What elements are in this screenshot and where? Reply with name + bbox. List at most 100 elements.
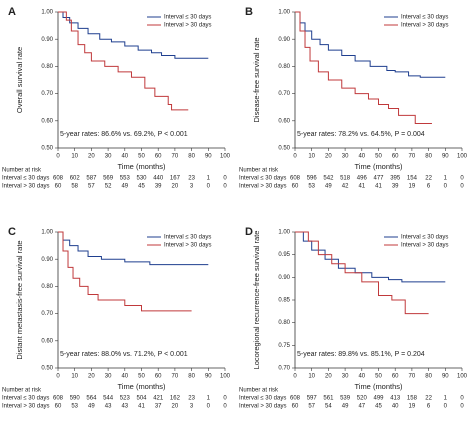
at-risk-count: 58 bbox=[71, 184, 78, 190]
at-risk-count: 520 bbox=[357, 396, 368, 402]
x-tick-label: 50 bbox=[375, 374, 382, 380]
x-tick-label: 70 bbox=[409, 374, 416, 380]
legend-label: Interval ≤ 30 days bbox=[401, 15, 448, 21]
at-risk-count: 60 bbox=[55, 184, 62, 190]
y-tick-label: 0.90 bbox=[41, 37, 53, 43]
y-tick-label: 0.80 bbox=[278, 64, 290, 70]
x-tick-label: 30 bbox=[342, 374, 349, 380]
x-tick-label: 60 bbox=[155, 154, 162, 160]
x-tick-label: 60 bbox=[155, 374, 162, 380]
x-tick-label: 10 bbox=[308, 154, 315, 160]
at-risk-count: 41 bbox=[358, 184, 365, 190]
at-risk-count: 57 bbox=[308, 404, 315, 410]
survival-curve bbox=[295, 11, 446, 78]
x-tick-label: 50 bbox=[375, 154, 382, 160]
at-risk-count: 0 bbox=[460, 176, 464, 182]
x-tick-label: 20 bbox=[325, 374, 332, 380]
at-risk-count: 54 bbox=[325, 404, 332, 410]
y-tick-label: 0.70 bbox=[278, 91, 290, 97]
at-risk-count: 162 bbox=[170, 396, 181, 402]
y-tick-label: 1.00 bbox=[278, 230, 290, 236]
at-risk-count: 60 bbox=[292, 404, 299, 410]
x-tick-label: 50 bbox=[138, 154, 145, 160]
at-risk-count: 590 bbox=[70, 396, 81, 402]
at-risk-count: 504 bbox=[136, 396, 147, 402]
at-risk-count: 1 bbox=[207, 396, 211, 402]
y-axis-title: Distant metastasis-free survival rate bbox=[15, 240, 24, 359]
at-risk-count: 22 bbox=[425, 176, 432, 182]
panel-label: D bbox=[245, 226, 253, 238]
x-tick-label: 0 bbox=[56, 154, 60, 160]
x-tick-label: 30 bbox=[105, 374, 112, 380]
at-risk-count: 20 bbox=[172, 184, 179, 190]
at-risk-count: 40 bbox=[392, 404, 399, 410]
y-tick-label: 0.90 bbox=[278, 275, 290, 281]
y-tick-label: 0.70 bbox=[278, 366, 290, 372]
x-tick-label: 90 bbox=[205, 154, 212, 160]
y-tick-label: 0.60 bbox=[278, 118, 290, 124]
y-tick-label: 1.00 bbox=[41, 10, 53, 16]
at-risk-count: 41 bbox=[375, 184, 382, 190]
x-tick-label: 10 bbox=[71, 374, 78, 380]
at-risk-count: 57 bbox=[88, 184, 95, 190]
at-risk-label: Interval > 30 days bbox=[2, 404, 50, 410]
x-tick-label: 90 bbox=[442, 374, 449, 380]
at-risk-count: 53 bbox=[71, 404, 78, 410]
annotation: 5-year rates: 78.2% vs. 64.5%, P = 0.004 bbox=[297, 131, 425, 138]
x-axis-title: Time (months) bbox=[354, 382, 403, 391]
at-risk-count: 440 bbox=[153, 176, 164, 182]
at-risk-count: 596 bbox=[307, 176, 318, 182]
x-tick-label: 70 bbox=[172, 154, 179, 160]
x-tick-label: 20 bbox=[325, 154, 332, 160]
at-risk-count: 499 bbox=[373, 396, 384, 402]
legend-label: Interval > 30 days bbox=[164, 243, 212, 249]
x-tick-label: 20 bbox=[88, 154, 95, 160]
at-risk-title: Number at risk bbox=[239, 168, 279, 174]
at-risk-count: 597 bbox=[307, 396, 318, 402]
at-risk-count: 49 bbox=[88, 404, 95, 410]
x-tick-label: 40 bbox=[121, 154, 128, 160]
y-tick-label: 0.50 bbox=[41, 366, 53, 372]
at-risk-count: 561 bbox=[323, 396, 334, 402]
y-axis-title: Disease-free survival rate bbox=[252, 37, 261, 122]
x-axis-title: Time (months) bbox=[354, 162, 403, 171]
at-risk-count: 60 bbox=[292, 184, 299, 190]
at-risk-count: 37 bbox=[155, 404, 162, 410]
x-tick-label: 0 bbox=[56, 374, 60, 380]
at-risk-count: 395 bbox=[390, 176, 401, 182]
annotation: 5-year rates: 88.0% vs. 71.2%, P < 0.001 bbox=[60, 351, 188, 358]
at-risk-count: 413 bbox=[390, 396, 401, 402]
at-risk-count: 530 bbox=[136, 176, 147, 182]
legend-label: Interval ≤ 30 days bbox=[164, 15, 211, 21]
x-tick-label: 60 bbox=[392, 374, 399, 380]
at-risk-count: 39 bbox=[155, 184, 162, 190]
survival-curve bbox=[58, 231, 192, 312]
x-tick-label: 30 bbox=[105, 154, 112, 160]
at-risk-label: Interval ≤ 30 days bbox=[239, 396, 286, 402]
survival-curve bbox=[58, 11, 209, 59]
x-tick-label: 40 bbox=[358, 374, 365, 380]
at-risk-count: 421 bbox=[153, 396, 164, 402]
x-tick-label: 10 bbox=[71, 154, 78, 160]
at-risk-title: Number at risk bbox=[239, 388, 279, 394]
legend-label: Interval ≤ 30 days bbox=[164, 235, 211, 241]
at-risk-count: 0 bbox=[223, 396, 227, 402]
survival-curve bbox=[58, 11, 189, 111]
at-risk-count: 41 bbox=[138, 404, 145, 410]
at-risk-count: 49 bbox=[342, 404, 349, 410]
at-risk-count: 20 bbox=[172, 404, 179, 410]
at-risk-count: 6 bbox=[427, 404, 431, 410]
x-tick-label: 100 bbox=[457, 154, 468, 160]
at-risk-title: Number at risk bbox=[2, 388, 42, 394]
at-risk-count: 553 bbox=[120, 176, 131, 182]
at-risk-count: 0 bbox=[460, 396, 464, 402]
survival-curve bbox=[295, 231, 429, 315]
at-risk-count: 1 bbox=[444, 396, 448, 402]
y-tick-label: 0.95 bbox=[278, 252, 290, 258]
y-tick-label: 0.80 bbox=[41, 64, 53, 70]
x-tick-label: 80 bbox=[188, 374, 195, 380]
x-tick-label: 100 bbox=[220, 374, 231, 380]
at-risk-label: Interval > 30 days bbox=[239, 404, 287, 410]
x-tick-label: 80 bbox=[425, 154, 432, 160]
at-risk-count: 19 bbox=[409, 184, 416, 190]
